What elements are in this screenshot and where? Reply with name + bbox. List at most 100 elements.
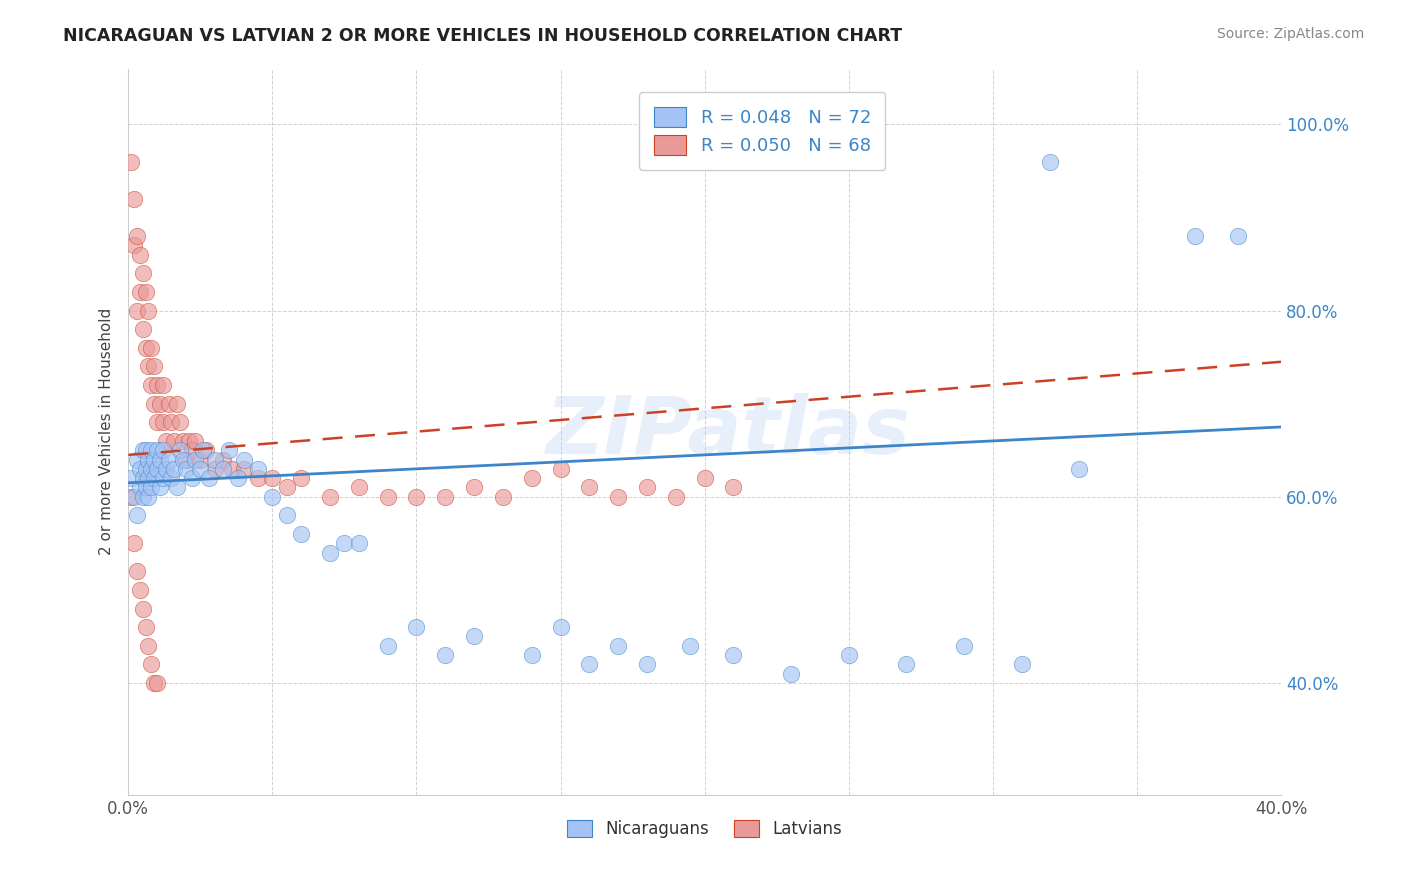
Point (405, 620, 427, 634)
Point (143, 471, 166, 485)
Point (347, 536, 370, 550)
Point (953, 639, 976, 653)
Point (125, 564, 148, 578)
Point (290, 527, 312, 541)
Point (143, 397, 166, 411)
Point (120, 154, 142, 169)
Point (665, 490, 688, 504)
Point (232, 452, 254, 467)
Text: Source: ZipAtlas.com: Source: ZipAtlas.com (1216, 27, 1364, 41)
Point (174, 452, 197, 467)
Point (155, 434, 177, 448)
Point (122, 238, 145, 252)
Point (122, 192, 145, 206)
Point (434, 490, 457, 504)
Point (377, 639, 399, 653)
Point (221, 462, 243, 476)
Point (135, 443, 157, 458)
Point (172, 452, 194, 467)
Point (578, 657, 600, 672)
Point (195, 443, 218, 458)
Point (172, 434, 194, 448)
Point (138, 639, 160, 653)
Point (160, 415, 183, 429)
Point (183, 434, 205, 448)
Point (146, 415, 169, 429)
Point (550, 620, 572, 634)
Point (152, 415, 174, 429)
Point (143, 452, 166, 467)
Point (204, 462, 226, 476)
Point (1126, 797, 1149, 811)
Point (1069, 462, 1091, 476)
Point (141, 657, 163, 672)
Point (131, 490, 153, 504)
Point (141, 378, 163, 392)
Point (198, 471, 221, 485)
Point (141, 341, 163, 355)
Y-axis label: 2 or more Vehicles in Household: 2 or more Vehicles in Household (100, 308, 114, 555)
Point (166, 480, 188, 494)
Point (405, 490, 427, 504)
Point (146, 378, 169, 392)
Point (135, 480, 157, 494)
Point (138, 471, 160, 485)
Point (492, 490, 515, 504)
Point (146, 462, 169, 476)
Point (160, 471, 183, 485)
Point (262, 490, 284, 504)
Point (131, 601, 153, 615)
Point (319, 546, 342, 560)
Point (128, 582, 150, 597)
Point (146, 443, 169, 458)
Point (636, 480, 658, 494)
Point (246, 462, 269, 476)
Point (143, 676, 166, 690)
Point (177, 434, 200, 448)
Point (218, 443, 240, 458)
Point (125, 303, 148, 318)
Point (347, 480, 370, 494)
Point (1011, 657, 1033, 672)
Point (434, 648, 457, 662)
Point (157, 452, 180, 467)
Point (141, 443, 163, 458)
Point (128, 248, 150, 262)
Point (135, 341, 157, 355)
Point (607, 490, 630, 504)
Point (1226, 229, 1249, 244)
Point (212, 462, 235, 476)
Point (128, 462, 150, 476)
Point (188, 452, 211, 467)
Point (155, 462, 177, 476)
Point (163, 462, 186, 476)
Point (149, 480, 172, 494)
Point (204, 452, 226, 467)
Point (131, 266, 153, 280)
Point (276, 508, 298, 523)
Point (125, 229, 148, 244)
Point (125, 508, 148, 523)
Point (135, 462, 157, 476)
Point (157, 397, 180, 411)
Point (149, 452, 172, 467)
Point (169, 443, 191, 458)
Point (607, 639, 630, 653)
Point (141, 462, 163, 476)
Point (174, 462, 197, 476)
Legend: Nicaraguans, Latvians: Nicaraguans, Latvians (561, 813, 849, 845)
Point (578, 480, 600, 494)
Point (125, 452, 148, 467)
Point (128, 480, 150, 494)
Point (122, 536, 145, 550)
Point (180, 471, 202, 485)
Point (246, 471, 269, 485)
Point (193, 443, 215, 458)
Point (262, 471, 284, 485)
Point (146, 676, 169, 690)
Point (131, 443, 153, 458)
Point (149, 397, 172, 411)
Point (212, 452, 235, 467)
Point (333, 536, 356, 550)
Point (723, 648, 745, 662)
